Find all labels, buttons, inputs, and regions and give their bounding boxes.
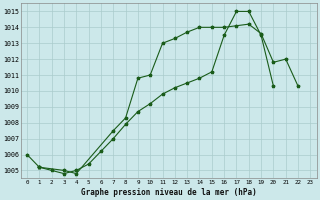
X-axis label: Graphe pression niveau de la mer (hPa): Graphe pression niveau de la mer (hPa) [81,188,257,197]
